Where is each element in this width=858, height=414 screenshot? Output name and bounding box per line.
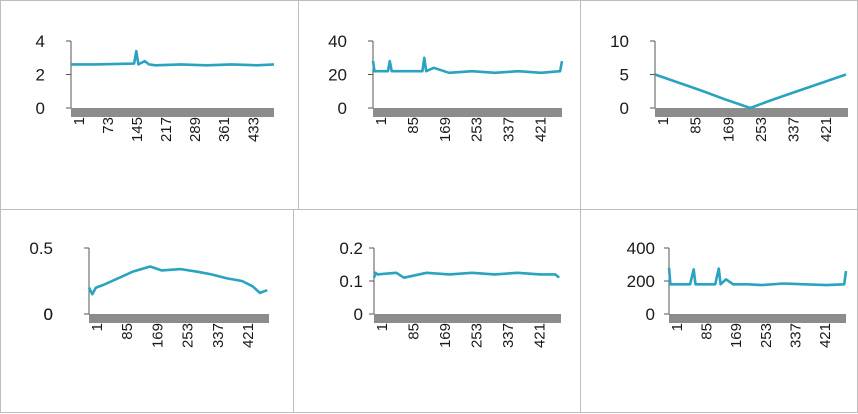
x-axis-bar xyxy=(373,108,562,117)
chart-3-svg: 10 5 0 1 85 169 253 337 421 xyxy=(610,32,848,142)
y-tick-label: 0 xyxy=(338,99,347,118)
chart-panel-1: 4 2 0 1 73 145 217 289 361 433 xyxy=(0,0,299,210)
x-tick-label: 253 xyxy=(180,323,197,348)
x-tick-label: 1 xyxy=(373,117,390,125)
x-tick-label: 85 xyxy=(119,323,136,340)
series-line xyxy=(87,265,268,296)
x-tick-label: 145 xyxy=(129,117,146,142)
x-tick-label: 337 xyxy=(210,323,227,348)
x-axis-bar xyxy=(669,314,846,323)
chart-panel-6: 400 200 0 1 85 169 253 337 421 xyxy=(580,209,858,413)
x-tick-label: 433 xyxy=(245,117,262,142)
x-tick-label: 85 xyxy=(405,117,422,134)
x-tick-label: 337 xyxy=(787,323,804,348)
chart-panel-5: 0.2 0.1 0 1 85 169 253 337 421 xyxy=(293,209,581,413)
x-axis-bar xyxy=(71,108,274,117)
y-tick-label: 200 xyxy=(627,272,655,291)
chart-panel-4: 0.5 0 0 1 85 169 253 337 421 xyxy=(0,209,294,413)
chart-5-svg: 0.2 0.1 0 1 85 169 253 337 421 xyxy=(339,239,561,348)
x-tick-label: 421 xyxy=(817,323,834,348)
x-axis-bar xyxy=(655,108,848,117)
y-tick-label: 400 xyxy=(627,239,655,258)
series-line xyxy=(371,56,564,75)
x-axis-bar xyxy=(374,314,561,323)
x-tick-label: 253 xyxy=(758,323,775,348)
x-tick-label: 337 xyxy=(501,117,518,142)
x-tick-label: 1 xyxy=(655,117,672,125)
y-tick-label: 5 xyxy=(620,66,629,85)
chart-panel-3: 10 5 0 1 85 169 253 337 421 xyxy=(580,0,858,210)
y-tick-label: 0.1 xyxy=(339,272,363,291)
x-axis-bar xyxy=(89,314,269,323)
y-tick-label: 0 xyxy=(44,305,53,324)
x-tick-label: 421 xyxy=(532,323,549,348)
chart-2-svg: 40 20 0 1 85 169 253 337 421 xyxy=(328,32,564,142)
x-tick-label: 169 xyxy=(437,323,454,348)
y-tick-label: 0 xyxy=(44,305,53,324)
y-tick-label: 2 xyxy=(36,66,45,85)
x-tick-label: 1 xyxy=(374,323,391,331)
y-tick-label: 0 xyxy=(620,99,629,118)
x-tick-label: 253 xyxy=(469,117,486,142)
x-tick-label: 253 xyxy=(753,117,770,142)
x-tick-label: 289 xyxy=(187,117,204,142)
y-tick-label: 0 xyxy=(354,305,363,324)
y-tick-label: 0.2 xyxy=(339,239,363,258)
y-tick-label: 20 xyxy=(328,66,347,85)
x-tick-label: 253 xyxy=(469,323,486,348)
x-tick-label: 217 xyxy=(158,117,175,142)
x-tick-label: 85 xyxy=(699,323,716,340)
series-line xyxy=(372,271,560,279)
x-tick-label: 1 xyxy=(669,323,686,331)
x-tick-label: 1 xyxy=(71,117,88,125)
x-tick-label: 361 xyxy=(216,117,233,142)
y-tick-label: 40 xyxy=(328,32,347,51)
x-tick-label: 421 xyxy=(818,117,835,142)
series-line xyxy=(654,73,847,110)
x-tick-label: 421 xyxy=(240,323,257,348)
x-tick-label: 169 xyxy=(728,323,745,348)
y-tick-label: 0.5 xyxy=(29,239,53,258)
x-tick-label: 337 xyxy=(786,117,803,142)
x-tick-label: 85 xyxy=(406,323,423,340)
y-tick-label: 4 xyxy=(36,32,45,51)
x-tick-label: 85 xyxy=(688,117,705,134)
x-tick-label: 337 xyxy=(500,323,517,348)
x-tick-label: 169 xyxy=(720,117,737,142)
x-tick-label: 169 xyxy=(437,117,454,142)
chart-1-svg: 4 2 0 1 73 145 217 289 361 433 xyxy=(36,32,275,142)
series-line xyxy=(71,49,275,67)
y-tick-label: 0 xyxy=(646,305,655,324)
y-tick-label: 10 xyxy=(610,32,629,51)
x-tick-label: 1 xyxy=(89,323,106,331)
series-line xyxy=(667,267,848,287)
y-tick-label: 0 xyxy=(36,99,45,118)
chart-panel-2: 40 20 0 1 85 169 253 337 421 xyxy=(298,0,581,210)
x-tick-label: 169 xyxy=(149,323,166,348)
chart-6-svg: 400 200 0 1 85 169 253 337 421 xyxy=(627,239,848,348)
x-tick-label: 73 xyxy=(100,117,117,134)
x-tick-label: 421 xyxy=(532,117,549,142)
